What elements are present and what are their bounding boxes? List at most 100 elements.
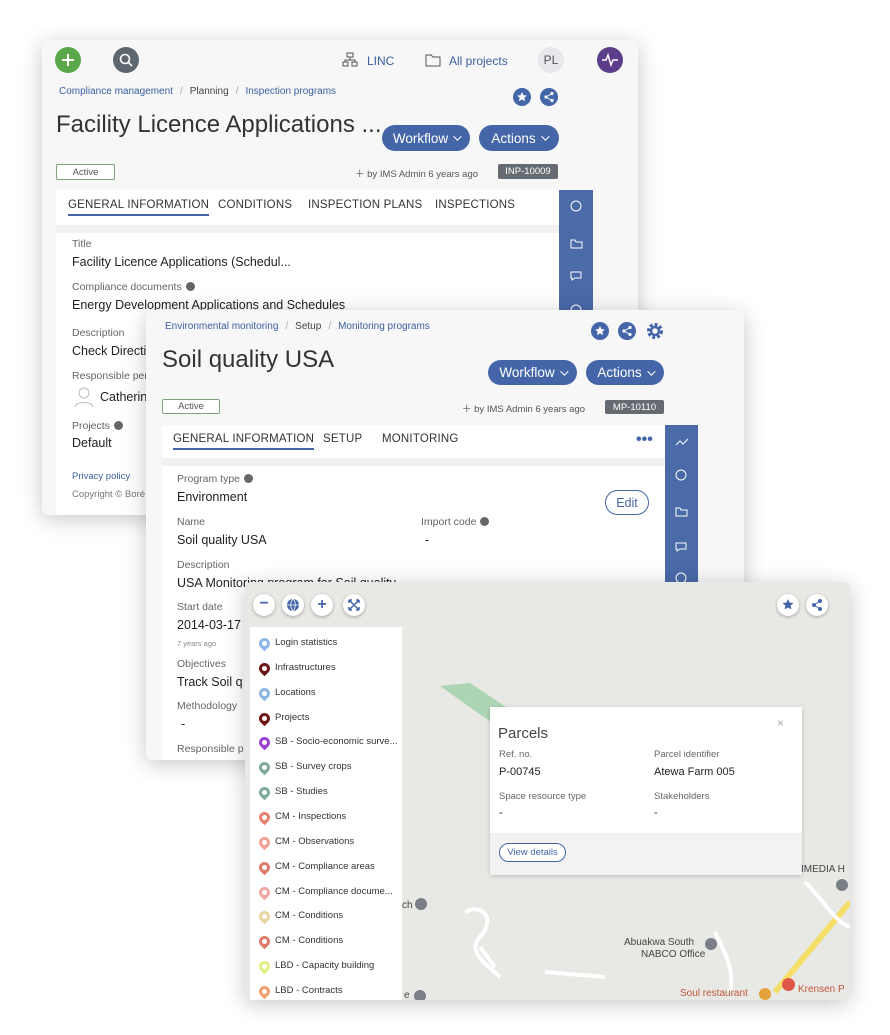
field-label: Compliance documents xyxy=(72,281,195,293)
layer-name[interactable]: Locations xyxy=(275,686,316,698)
label-text: Program type xyxy=(177,473,241,485)
breadcrumb-item[interactable]: Environmental monitoring xyxy=(165,321,279,332)
share-button[interactable] xyxy=(540,88,558,106)
field-label: Name xyxy=(177,516,206,528)
layer-name[interactable]: Infrastructures xyxy=(275,661,336,673)
layer-icon[interactable] xyxy=(256,784,273,801)
divider xyxy=(162,458,665,466)
layer-icon[interactable] xyxy=(256,735,273,751)
field-value: Soil quality USA xyxy=(177,533,267,547)
page-title: Facility Licence Applications ... xyxy=(56,111,382,138)
breadcrumb-item[interactable]: Planning xyxy=(173,86,229,97)
layer-name[interactable]: CM - Conditions xyxy=(275,910,344,922)
layer-icon[interactable] xyxy=(256,909,273,925)
layer-name[interactable]: Login statistics xyxy=(275,637,338,648)
map-place: Krensen P xyxy=(798,984,845,995)
layer-icon[interactable] xyxy=(256,759,273,776)
help-icon[interactable] xyxy=(113,421,123,430)
privacy-link[interactable]: Privacy policy xyxy=(72,471,131,482)
zoom-out-button[interactable]: − xyxy=(253,594,275,616)
created-info: ＋ by IMS Admin 6 years ago xyxy=(355,169,479,180)
layer-name[interactable]: LBD - Capacity building xyxy=(275,960,375,972)
layer-icon[interactable] xyxy=(256,834,273,851)
breadcrumb-item[interactable]: Inspection programs xyxy=(229,86,336,97)
breadcrumb: Environmental monitoringSetupMonitoring … xyxy=(165,321,430,332)
map-place: e xyxy=(404,990,410,1000)
page-title: Soil quality USA xyxy=(162,346,335,373)
more-button[interactable]: ••• xyxy=(636,431,653,448)
favorite-button[interactable] xyxy=(591,322,609,340)
layer-icon[interactable] xyxy=(256,809,273,826)
layer-name[interactable]: SB - Studies xyxy=(275,786,328,798)
settings-button[interactable] xyxy=(645,321,665,341)
layer-name[interactable]: CM - Compliance areas xyxy=(275,860,375,872)
field-label: Description xyxy=(177,559,230,571)
share-button[interactable] xyxy=(618,322,636,340)
tab[interactable]: SETUP xyxy=(323,433,363,445)
breadcrumb-item[interactable]: Compliance management xyxy=(59,86,173,97)
layer-icon[interactable] xyxy=(256,933,273,950)
actions-button[interactable]: Actions xyxy=(586,360,664,385)
tab[interactable]: GENERAL INFORMATION xyxy=(68,199,210,216)
popup-label: Parcel identifier xyxy=(654,749,720,760)
field-label: Program type xyxy=(177,473,254,485)
layer-icon[interactable] xyxy=(256,859,273,875)
layer-name[interactable]: CM - Observations xyxy=(275,835,355,847)
layer-name[interactable]: SB - Survey crops xyxy=(275,761,352,773)
tab[interactable]: INSPECTIONS xyxy=(435,199,516,211)
breadcrumb: Compliance managementPlanningInspection … xyxy=(59,86,336,97)
linc-icon xyxy=(342,52,358,67)
close-button[interactable]: × xyxy=(777,716,785,730)
tab[interactable]: INSPECTION PLANS xyxy=(308,199,423,211)
share-button[interactable] xyxy=(806,594,828,616)
layer-icon[interactable] xyxy=(256,635,273,652)
map-background xyxy=(440,683,850,994)
favorite-button[interactable] xyxy=(777,594,799,616)
activity-button[interactable] xyxy=(597,47,623,73)
field-label: Description xyxy=(72,327,125,339)
layer-icon[interactable] xyxy=(256,685,273,701)
workflow-button[interactable]: Workflow xyxy=(382,125,470,151)
help-icon[interactable] xyxy=(185,282,195,291)
tab[interactable]: CONDITIONS xyxy=(218,199,293,211)
breadcrumb-item[interactable]: Setup xyxy=(278,321,321,332)
help-icon[interactable] xyxy=(480,517,490,526)
favorite-button[interactable] xyxy=(513,88,531,106)
layer-name[interactable]: LBD - Contracts xyxy=(275,984,343,996)
search-button[interactable] xyxy=(113,47,139,73)
layer-name[interactable]: Projects xyxy=(275,711,310,723)
field-value: 2014-03-17 xyxy=(177,618,241,632)
edit-button[interactable]: Edit xyxy=(605,490,649,515)
layer-name[interactable]: SB - Socio-economic surve... xyxy=(275,736,398,748)
field-label: Responsible p xyxy=(177,743,244,755)
field-label: Methodology xyxy=(177,700,238,712)
help-icon[interactable] xyxy=(244,474,254,483)
layer-icon[interactable] xyxy=(256,884,273,900)
fullscreen-button[interactable] xyxy=(343,594,365,616)
field-note: 7 years ago xyxy=(177,639,217,648)
layer-panel: Login statistics Infrastructures Locations… xyxy=(250,627,402,1000)
tab[interactable]: GENERAL INFORMATION xyxy=(173,433,315,450)
map-poi xyxy=(759,988,771,1000)
layer-icon[interactable] xyxy=(256,958,273,975)
workflow-button[interactable]: Workflow xyxy=(488,360,577,385)
layer-name[interactable]: CM - Compliance docume... xyxy=(275,885,393,897)
tab[interactable]: MONITORING xyxy=(382,433,459,445)
map-card: − + Login statistics Infrastructures Locat… xyxy=(245,582,850,1000)
projects-link[interactable]: All projects xyxy=(449,54,508,68)
breadcrumb-item[interactable]: Monitoring programs xyxy=(321,321,430,332)
zoom-in-button[interactable]: + xyxy=(311,594,333,616)
layer-icon[interactable] xyxy=(256,983,273,1000)
layer-name[interactable]: CM - Inspections xyxy=(275,810,347,822)
layer-name[interactable]: CM - Conditions xyxy=(275,935,344,947)
map-place: Soul restaurant xyxy=(680,988,748,999)
add-button[interactable] xyxy=(55,47,81,73)
user-avatar[interactable]: PL xyxy=(538,47,564,73)
globe-button[interactable] xyxy=(282,594,304,616)
layer-icon[interactable] xyxy=(256,710,273,726)
layer-icon[interactable] xyxy=(256,660,273,677)
actions-button[interactable]: Actions xyxy=(479,125,559,151)
view-details-button[interactable]: View details xyxy=(499,843,566,862)
linc-link[interactable]: LINC xyxy=(367,54,395,68)
